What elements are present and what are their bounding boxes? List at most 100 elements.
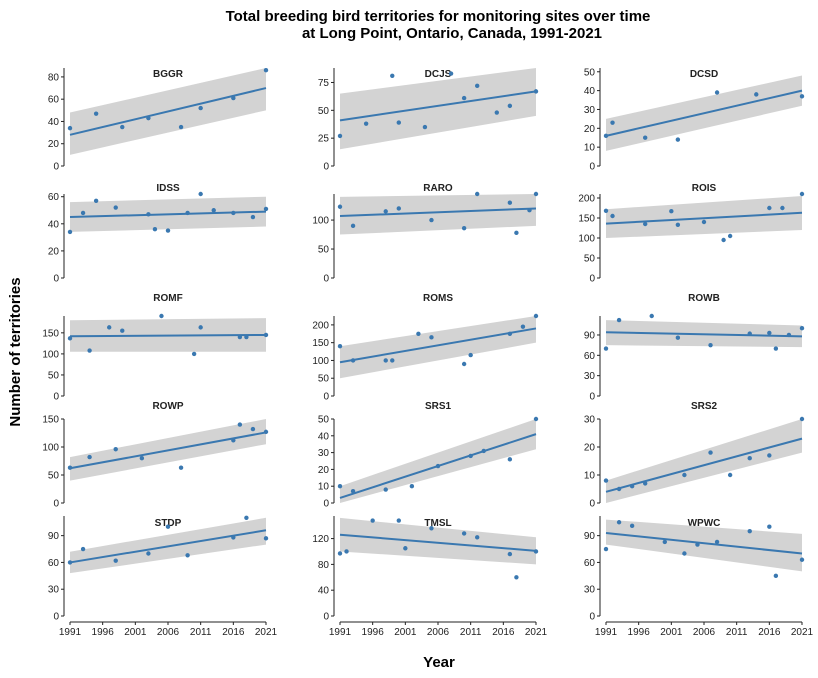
y-tick-label-srs2: 30 xyxy=(584,415,596,426)
data-point-rowp xyxy=(231,438,236,443)
data-point-wpwc xyxy=(773,573,779,579)
data-point-raro xyxy=(475,191,480,197)
data-point-tmsl xyxy=(475,535,480,540)
data-point-bggr xyxy=(263,68,269,73)
data-point-stdp xyxy=(80,546,86,552)
data-point-idss xyxy=(80,210,86,216)
data-point-dcjs xyxy=(363,121,369,126)
data-point-srs1 xyxy=(533,416,539,422)
panel-idss: IDSS 0 20 40 60 xyxy=(48,183,269,285)
data-point-rowp xyxy=(237,422,243,427)
data-point-tmsl xyxy=(344,549,349,554)
panel-dcjs: DCJS 0 25 50 75 xyxy=(318,68,539,173)
data-point-romf xyxy=(67,336,73,341)
data-point-wpwc xyxy=(616,520,622,525)
data-point-srs2 xyxy=(727,472,733,478)
trend-line-bggr xyxy=(69,87,267,136)
y-tick-label-wpwc: 30 xyxy=(584,585,596,596)
y-tick-label-rowp: 50 xyxy=(48,471,60,482)
y-tick-label-roms: 100 xyxy=(312,356,329,367)
x-tick-label-stdp: 2011 xyxy=(190,627,212,638)
panel-rowb: ROWB 0 30 60 90 xyxy=(584,293,805,403)
confidence-band-srs1 xyxy=(340,419,536,503)
y-tick-label-idss: 0 xyxy=(53,274,59,285)
data-point-rowb xyxy=(603,346,609,351)
x-tick-label-stdp: 2001 xyxy=(124,627,147,638)
data-point-dcjs xyxy=(461,95,467,101)
y-tick-label-bggr: 40 xyxy=(48,117,60,128)
x-tick-label-stdp: 2016 xyxy=(222,627,245,638)
data-point-stdp xyxy=(231,535,236,540)
confidence-band-dcjs xyxy=(340,68,536,150)
data-point-romf xyxy=(107,325,112,330)
y-tick-label-tmsl: 40 xyxy=(318,586,330,597)
data-point-dcsd xyxy=(675,137,681,142)
data-point-stdp xyxy=(165,524,171,529)
data-point-srs2 xyxy=(682,472,687,478)
data-point-rois xyxy=(643,221,648,227)
data-point-rois xyxy=(675,222,681,227)
panel-title-idss: IDSS xyxy=(156,183,180,194)
data-point-rowp xyxy=(178,465,184,470)
data-point-romf xyxy=(198,325,203,330)
data-point-roms xyxy=(461,361,467,367)
data-point-roms xyxy=(416,331,421,336)
data-point-raro xyxy=(350,223,356,229)
chart-subtitle: at Long Point, Ontario, Canada, 1991-202… xyxy=(302,25,602,42)
data-point-wpwc xyxy=(662,539,667,545)
y-tick-label-roms: 50 xyxy=(318,374,330,385)
x-axis-label: Year xyxy=(423,654,455,671)
panel-tmsl: TMSL 0 40 80 120 1991 1996 2001 2006 2011 2016 2021 xyxy=(312,516,548,638)
data-point-stdp xyxy=(113,558,118,563)
trend-line-tmsl xyxy=(339,533,537,552)
data-point-srs2 xyxy=(708,450,713,455)
y-tick-label-stdp: 30 xyxy=(48,585,60,596)
data-point-raro xyxy=(337,204,343,209)
trend-line-roms xyxy=(339,327,537,364)
data-point-rowb xyxy=(773,346,779,351)
y-tick-label-idss: 60 xyxy=(48,192,60,203)
y-tick-label-rowp: 150 xyxy=(42,415,59,426)
data-point-romf xyxy=(120,328,125,333)
data-point-raro xyxy=(461,225,467,231)
data-point-rowb xyxy=(675,335,681,340)
data-point-idss xyxy=(146,212,151,217)
data-point-bggr xyxy=(231,95,236,101)
panel-romf: ROMF 0 50 100 150 xyxy=(42,293,269,403)
data-point-dcjs xyxy=(533,89,539,94)
data-point-tmsl xyxy=(337,551,343,556)
data-point-idss xyxy=(198,191,203,197)
data-point-tmsl xyxy=(370,518,375,523)
data-point-srs1 xyxy=(468,453,473,459)
data-point-rowb xyxy=(616,317,622,323)
data-point-bggr xyxy=(67,125,73,131)
panel-srs1: SRS1 0 10 20 30 40 50 xyxy=(318,401,539,510)
trend-line-srs2 xyxy=(605,437,803,493)
y-tick-label-dcsd: 10 xyxy=(584,143,596,154)
data-point-tmsl xyxy=(533,549,539,554)
data-point-bggr xyxy=(120,124,125,130)
x-tick-label-stdp: 2006 xyxy=(157,627,180,638)
data-point-rowp xyxy=(67,465,73,470)
panel-title-tmsl: TMSL xyxy=(424,518,451,529)
data-point-raro xyxy=(507,200,513,205)
x-tick-label-tmsl: 2006 xyxy=(427,627,450,638)
confidence-band-srs2 xyxy=(606,419,802,503)
y-tick-label-bggr: 0 xyxy=(53,162,59,173)
data-point-rowp xyxy=(87,454,92,460)
data-point-romf xyxy=(244,334,249,340)
y-tick-label-bggr: 20 xyxy=(48,139,60,150)
data-point-rowb xyxy=(708,342,713,348)
y-tick-label-wpwc: 60 xyxy=(584,558,596,569)
panel-title-rowb: ROWB xyxy=(688,293,720,304)
data-point-romf xyxy=(159,313,164,319)
data-point-raro xyxy=(396,206,401,211)
data-point-rowp xyxy=(250,426,256,432)
data-point-srs1 xyxy=(350,489,356,494)
data-point-rowb xyxy=(799,326,805,331)
data-point-bggr xyxy=(146,115,151,121)
trend-line-romf xyxy=(69,333,267,338)
data-point-wpwc xyxy=(714,539,720,545)
y-tick-label-tmsl: 120 xyxy=(312,534,329,545)
